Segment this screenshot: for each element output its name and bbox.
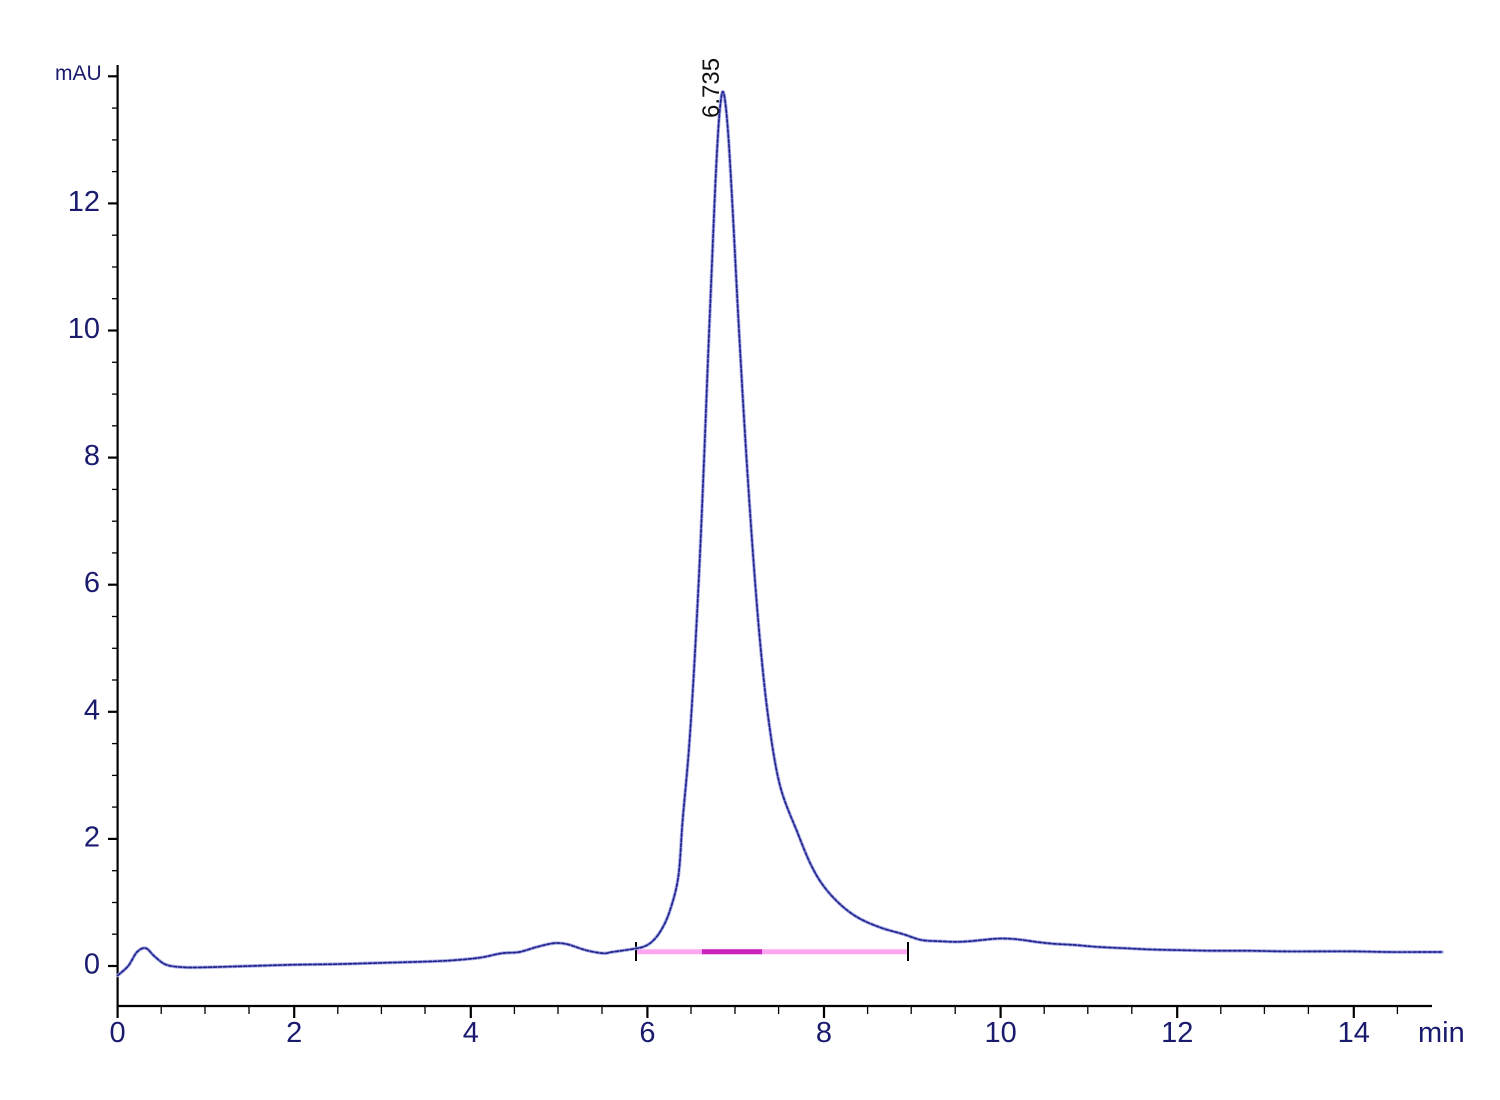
svg-text:0: 0 xyxy=(110,1017,126,1049)
svg-text:2: 2 xyxy=(286,1017,302,1049)
svg-text:8: 8 xyxy=(84,440,100,472)
svg-text:0: 0 xyxy=(84,949,100,981)
svg-text:14: 14 xyxy=(1338,1017,1370,1049)
svg-text:10: 10 xyxy=(68,313,100,345)
svg-text:12: 12 xyxy=(1161,1017,1193,1049)
svg-text:2: 2 xyxy=(84,821,100,853)
svg-text:4: 4 xyxy=(463,1017,479,1049)
svg-text:min: min xyxy=(1418,1017,1465,1049)
svg-text:6: 6 xyxy=(639,1017,655,1049)
svg-text:6.735: 6.735 xyxy=(698,58,725,118)
svg-text:mAU: mAU xyxy=(55,62,102,85)
svg-text:8: 8 xyxy=(816,1017,832,1049)
svg-text:6: 6 xyxy=(84,567,100,599)
svg-text:10: 10 xyxy=(984,1017,1016,1049)
svg-text:12: 12 xyxy=(68,186,100,218)
svg-text:4: 4 xyxy=(84,694,100,726)
